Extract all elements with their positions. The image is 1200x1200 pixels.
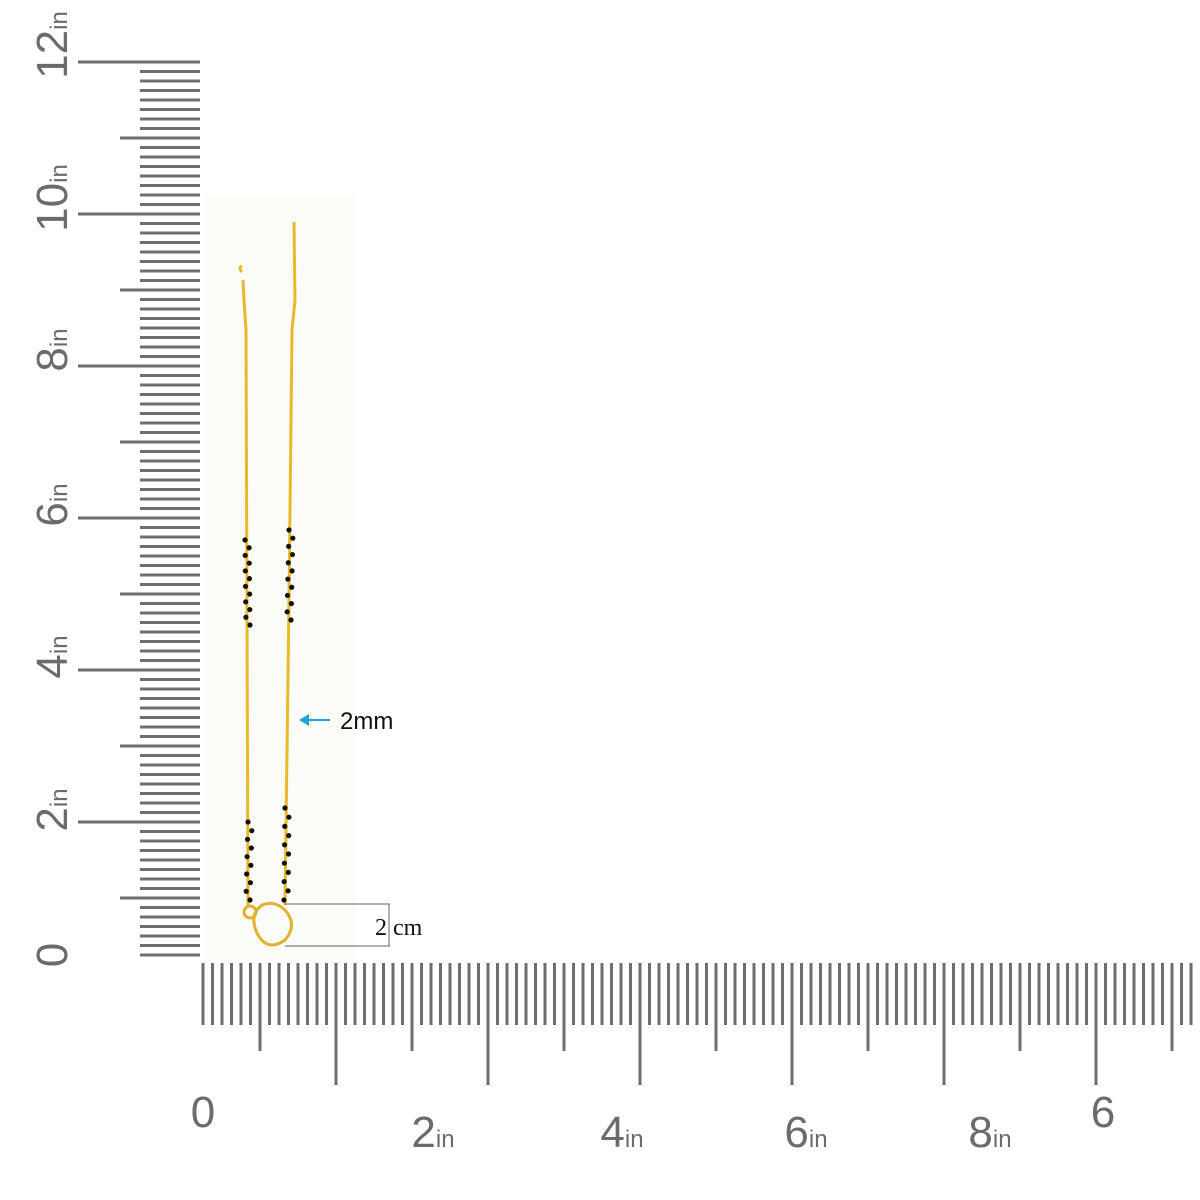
ruler-unit: in <box>46 328 73 347</box>
bead <box>282 842 288 848</box>
bead <box>242 537 248 543</box>
bead <box>285 560 291 566</box>
bead <box>243 614 249 620</box>
bead <box>286 833 292 839</box>
bead <box>247 622 253 628</box>
bead <box>247 591 253 597</box>
bead <box>242 552 248 559</box>
heart-pendant <box>252 901 293 947</box>
bead <box>246 545 252 551</box>
ruler-unit: in <box>436 1126 455 1153</box>
bead <box>286 814 292 820</box>
ruler-unit: in <box>625 1126 644 1153</box>
bead <box>245 819 251 825</box>
bead <box>289 551 296 558</box>
bead <box>281 897 287 903</box>
bead <box>247 880 254 886</box>
ruler-label: 4in <box>28 635 77 678</box>
bead <box>289 584 295 590</box>
ruler-unit: in <box>46 635 73 654</box>
ruler-number: 4 <box>600 1108 624 1157</box>
bead <box>244 871 250 877</box>
ruler-label: 2in <box>411 1108 454 1157</box>
ruler-unit: in <box>46 11 73 30</box>
ruler-number: 0 <box>28 943 77 967</box>
bead <box>281 860 287 866</box>
bead <box>242 568 248 574</box>
ruler-number: 4 <box>28 654 77 678</box>
ruler-number: 2 <box>28 807 77 831</box>
ruler-label: 10in <box>28 164 77 232</box>
bead <box>285 851 292 857</box>
bead <box>243 888 249 894</box>
ruler-number: 10 <box>28 183 77 232</box>
bead <box>290 535 296 541</box>
bead <box>282 805 288 811</box>
ruler-unit: in <box>809 1126 828 1153</box>
chain-width-label: 2mm <box>340 708 393 735</box>
ruler-number: 12 <box>28 30 77 79</box>
bracelet <box>238 221 297 947</box>
ruler-label: 6in <box>784 1108 827 1157</box>
ruler-label: 0 <box>191 1088 215 1137</box>
bead <box>249 828 255 834</box>
photo-background <box>205 195 355 960</box>
ruler-unit: in <box>46 483 73 502</box>
ruler-number: 0 <box>191 1088 215 1137</box>
ruler-number: 2 <box>411 1108 435 1157</box>
bead <box>285 888 291 894</box>
ruler-number: 8 <box>28 347 77 371</box>
bead <box>248 845 254 851</box>
ruler-unit: in <box>46 164 73 183</box>
bead <box>247 897 253 903</box>
bead <box>286 527 292 533</box>
bead <box>281 879 287 885</box>
ruler-unit: in <box>46 788 73 807</box>
bead <box>289 568 295 574</box>
bead <box>243 599 249 605</box>
ruler-label: 12in <box>28 11 77 79</box>
bead <box>246 560 252 566</box>
pendant-size-label: 2 cm <box>375 915 423 941</box>
ruler-label: 0 <box>28 943 77 967</box>
ruler-unit: in <box>993 1126 1012 1153</box>
bead <box>284 609 290 615</box>
ruler-number: 6 <box>1091 1088 1115 1137</box>
arrow-head <box>299 714 309 726</box>
bead <box>285 576 291 582</box>
bead <box>247 606 253 613</box>
bead <box>285 869 291 876</box>
bead <box>244 854 250 860</box>
bead <box>284 592 291 599</box>
pendant-ring <box>242 904 258 920</box>
ruler-number: 6 <box>28 502 77 526</box>
right-chain <box>283 221 297 906</box>
ruler-number: 6 <box>784 1108 808 1157</box>
bead <box>248 862 254 868</box>
ruler-label: 4in <box>600 1108 643 1157</box>
bead <box>286 543 292 549</box>
ruler-label: 6 <box>1091 1088 1115 1137</box>
bead <box>282 823 288 830</box>
ruler-label: 8in <box>968 1108 1011 1157</box>
bead <box>244 836 251 842</box>
bead <box>288 601 294 607</box>
bead <box>246 576 253 582</box>
bead <box>242 583 249 589</box>
ruler-label: 2in <box>28 788 77 831</box>
ruler-label: 6in <box>28 483 77 526</box>
bead <box>288 617 294 623</box>
ruler-label: 8in <box>28 328 77 371</box>
ruler-number: 8 <box>968 1108 992 1157</box>
